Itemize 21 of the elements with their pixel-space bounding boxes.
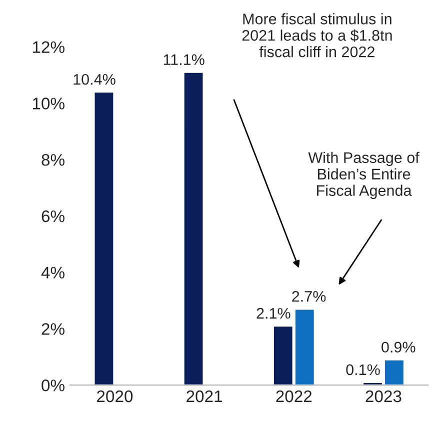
- data-label: 0.9%: [382, 342, 416, 353]
- y-tick-label: 0%: [42, 380, 64, 392]
- y-tick-label: 2%: [42, 323, 64, 335]
- data-label: 2.1%: [256, 308, 290, 319]
- y-tick-label: 12%: [32, 41, 64, 53]
- x-tick-label: 2020: [97, 390, 133, 402]
- bar: [93, 91, 115, 386]
- data-label: 0.1%: [346, 364, 380, 376]
- bar: [182, 72, 204, 386]
- data-label: 10.4%: [74, 74, 116, 85]
- x-tick-label: 2023: [366, 390, 402, 402]
- y-tick-label: 4%: [41, 266, 64, 278]
- x-tick-label: 2021: [186, 390, 222, 402]
- data-label: 11.1%: [164, 54, 204, 65]
- y-tick-label: 6%: [42, 210, 64, 222]
- annotation: More fiscal stimulus in 2021 leads to a $1.8tn fiscal cliff in 2022: [242, 13, 392, 58]
- data-label: 2.7%: [292, 290, 326, 302]
- annotation: With Passage of Biden’s Entire Fiscal Agenda: [308, 152, 420, 199]
- y-tick-label: 10%: [32, 98, 64, 110]
- x-tick-label: 2022: [276, 390, 312, 402]
- y-tick-label: 8%: [42, 154, 64, 166]
